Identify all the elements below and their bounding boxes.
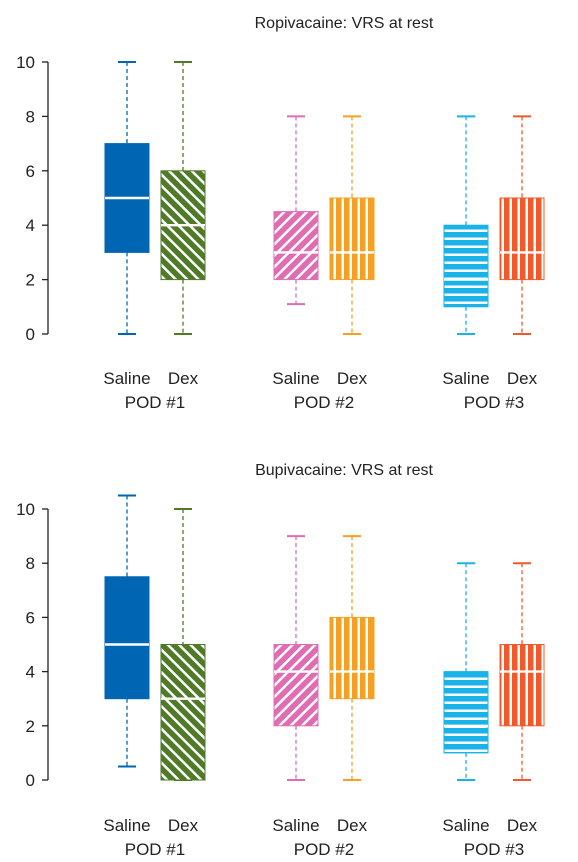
box-dex: Dex: [329, 535, 375, 835]
iqr-box: [329, 197, 375, 281]
x-tick-label: Saline: [442, 816, 489, 835]
group-pod-1: Saline Dex POD #1: [103, 494, 206, 859]
group-label: POD #2: [294, 840, 354, 859]
y-tick-label: 0: [26, 771, 35, 790]
x-tick-label: Dex: [507, 369, 538, 388]
y-tick-label: 2: [26, 717, 35, 736]
x-tick-label: Dex: [337, 816, 368, 835]
box-saline: Saline: [103, 61, 151, 388]
y-tick-label: 6: [26, 162, 35, 181]
box-dex: Dex: [160, 508, 206, 835]
chart-panel-1: Ropivacaine: VRS at rest 0 2 4 6 8 10 Saline Dex…: [16, 15, 545, 412]
iqr-box: [160, 644, 206, 781]
y-tick-label: 0: [26, 325, 35, 344]
y-tick-label: 8: [26, 107, 35, 126]
box-saline: Saline: [272, 535, 320, 835]
iqr-box: [499, 644, 545, 727]
iqr-box: [443, 671, 489, 754]
x-tick-label: Saline: [272, 369, 319, 388]
group-label: POD #1: [125, 840, 185, 859]
box-dex: Dex: [329, 115, 375, 388]
x-tick-label: Dex: [168, 816, 199, 835]
chart-title: Ropivacaine: VRS at rest: [255, 15, 434, 32]
group-pod-2: Saline Dex POD #2: [272, 535, 375, 859]
y-tick-label: 6: [26, 608, 35, 627]
group-label: POD #2: [294, 393, 354, 412]
x-tick-label: Saline: [272, 816, 319, 835]
box-dex: Dex: [160, 61, 206, 388]
group-pod-3: Saline Dex POD #3: [442, 562, 545, 859]
box-dex: Dex: [499, 562, 545, 835]
y-tick-label: 10: [16, 500, 35, 519]
group-label: POD #3: [464, 393, 524, 412]
x-tick-label: Saline: [103, 369, 150, 388]
y-tick-label: 2: [26, 271, 35, 290]
iqr-box: [273, 644, 319, 727]
group-label: POD #3: [464, 840, 524, 859]
group-pod-3: Saline Dex POD #3: [442, 115, 545, 412]
iqr-box: [104, 576, 150, 700]
iqr-box: [273, 211, 319, 281]
x-tick-label: Saline: [442, 369, 489, 388]
chart-panel-2: Bupivacaine: VRS at rest 0 2 4 6 8 10 Saline Dex…: [16, 462, 545, 859]
group-pod-1: Saline Dex POD #1: [103, 61, 206, 412]
y-tick-label: 4: [26, 663, 35, 682]
y-tick-label: 10: [16, 53, 35, 72]
box-saline: Saline: [272, 115, 320, 388]
box-saline: Saline: [442, 562, 490, 835]
x-tick-label: Dex: [168, 369, 199, 388]
chart-title: Bupivacaine: VRS at rest: [255, 462, 433, 479]
x-tick-label: Dex: [337, 369, 368, 388]
y-tick-label: 8: [26, 554, 35, 573]
iqr-box: [329, 616, 375, 700]
x-tick-label: Saline: [103, 816, 150, 835]
box-dex: Dex: [499, 115, 545, 388]
iqr-box: [443, 224, 489, 308]
box-saline: Saline: [442, 115, 490, 388]
group-label: POD #1: [125, 393, 185, 412]
group-pod-2: Saline Dex POD #2: [272, 115, 375, 412]
box-saline: Saline: [103, 494, 151, 835]
iqr-box: [499, 197, 545, 281]
x-tick-label: Dex: [507, 816, 538, 835]
y-tick-label: 4: [26, 216, 35, 235]
